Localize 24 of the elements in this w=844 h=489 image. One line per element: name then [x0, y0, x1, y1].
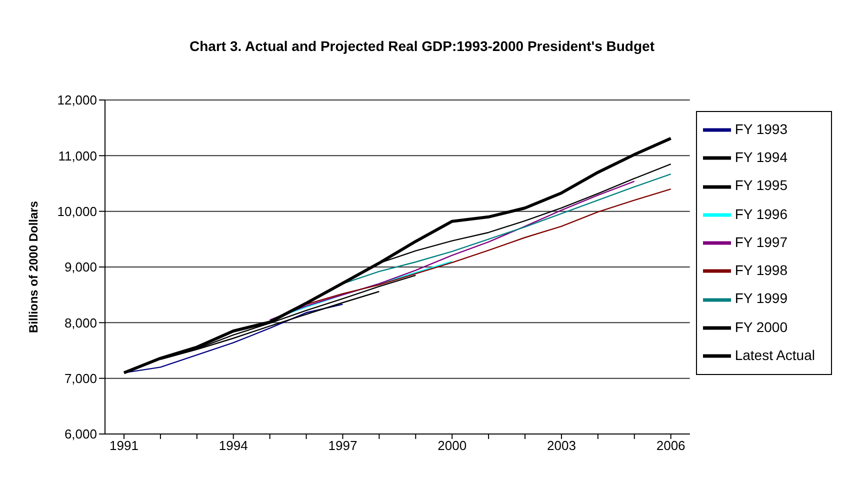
legend-label: FY 1995: [734, 177, 788, 194]
y-tick-label: 7,000: [64, 370, 97, 386]
legend-label: FY 1997: [734, 234, 788, 250]
legend-label: FY 2000: [734, 318, 788, 335]
x-tick-label: 2006: [656, 438, 686, 454]
x-tick-label: 1991: [110, 438, 138, 454]
y-tick-label: 9,000: [64, 260, 97, 275]
legend-label: FY 1998: [734, 262, 788, 278]
x-tick-label: 1997: [328, 438, 358, 454]
y-tick-label: 8,000: [64, 315, 97, 330]
y-tick-label: 6,000: [64, 426, 97, 442]
x-tick-label: 1994: [218, 438, 248, 454]
legend-label: Latest Actual: [734, 347, 815, 364]
y-tick-label: 10,000: [57, 204, 97, 219]
legend-label: FY 1993: [734, 120, 788, 137]
x-tick-label: 2000: [438, 438, 467, 454]
legend-label: FY 1999: [734, 290, 788, 306]
legend-label: FY 1996: [734, 206, 788, 222]
y-tick-label: 12,000: [57, 92, 97, 108]
legend-label: FY 1994: [734, 148, 788, 165]
y-tick-label: 11,000: [58, 148, 97, 164]
x-tick-label: 2003: [547, 438, 576, 454]
y-axis-title: Billions of 2000 Dollars: [26, 200, 40, 334]
chart-title: Chart 3. Actual and Projected Real GDP:1993-2000 President's Budget: [188, 38, 656, 54]
